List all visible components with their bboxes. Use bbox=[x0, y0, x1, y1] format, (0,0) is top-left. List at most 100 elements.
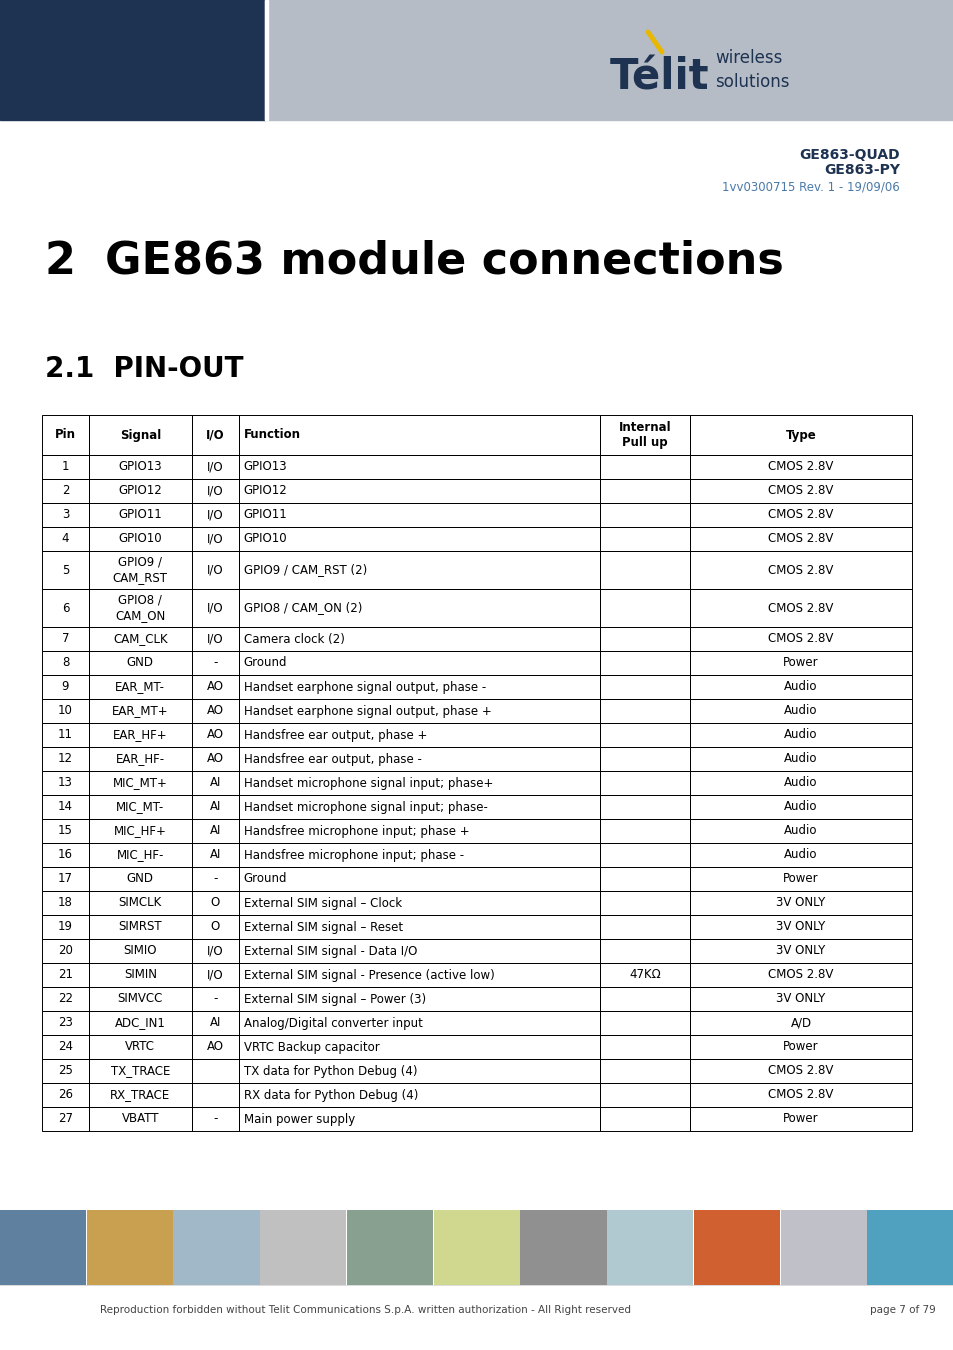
Bar bbox=[599, 771, 689, 795]
Bar bbox=[192, 699, 238, 724]
Text: GPIO12: GPIO12 bbox=[118, 485, 162, 498]
Bar bbox=[42, 915, 89, 940]
Bar bbox=[192, 724, 238, 747]
Bar bbox=[238, 867, 599, 891]
Text: Function: Function bbox=[243, 428, 300, 441]
Text: GPIO13: GPIO13 bbox=[243, 460, 287, 474]
Text: CMOS 2.8V: CMOS 2.8V bbox=[767, 968, 833, 981]
Text: EAR_HF-: EAR_HF- bbox=[115, 752, 165, 765]
Text: 11: 11 bbox=[58, 729, 73, 741]
Text: Main power supply: Main power supply bbox=[243, 1112, 355, 1126]
Text: Audio: Audio bbox=[783, 849, 817, 861]
Bar bbox=[780, 1210, 866, 1285]
Text: Camera clock (2): Camera clock (2) bbox=[243, 633, 344, 645]
Bar bbox=[42, 1083, 89, 1107]
Text: 3V ONLY: 3V ONLY bbox=[776, 896, 825, 910]
Text: CAM_CLK: CAM_CLK bbox=[112, 633, 168, 645]
Text: 10: 10 bbox=[58, 705, 72, 717]
Bar bbox=[606, 1210, 693, 1285]
Text: 7: 7 bbox=[62, 633, 70, 645]
Bar bbox=[89, 1083, 192, 1107]
Bar bbox=[42, 940, 89, 963]
Bar bbox=[689, 589, 911, 626]
Text: Télit: Télit bbox=[609, 57, 709, 99]
Bar bbox=[89, 842, 192, 867]
Text: VRTC: VRTC bbox=[125, 1041, 155, 1053]
Bar bbox=[599, 1107, 689, 1131]
Bar bbox=[87, 1210, 172, 1285]
Bar bbox=[260, 1210, 346, 1285]
Bar bbox=[89, 455, 192, 479]
Bar bbox=[599, 1058, 689, 1083]
Bar bbox=[689, 455, 911, 479]
Bar bbox=[42, 699, 89, 724]
Text: Reproduction forbidden without Telit Communications S.p.A. written authorization: Reproduction forbidden without Telit Com… bbox=[100, 1305, 630, 1315]
Bar bbox=[192, 915, 238, 940]
Text: Analog/Digital converter input: Analog/Digital converter input bbox=[243, 1017, 422, 1030]
Bar bbox=[599, 526, 689, 551]
Bar bbox=[689, 1011, 911, 1035]
Bar bbox=[192, 455, 238, 479]
Text: GPIO8 /
CAM_ON: GPIO8 / CAM_ON bbox=[115, 594, 165, 622]
Bar bbox=[599, 891, 689, 915]
Bar bbox=[238, 819, 599, 842]
Bar bbox=[689, 675, 911, 699]
Bar bbox=[238, 455, 599, 479]
Bar bbox=[89, 1011, 192, 1035]
Bar bbox=[434, 1210, 519, 1285]
Text: CMOS 2.8V: CMOS 2.8V bbox=[767, 509, 833, 521]
Text: 47KΩ: 47KΩ bbox=[628, 968, 660, 981]
Bar bbox=[599, 479, 689, 504]
Text: 3V ONLY: 3V ONLY bbox=[776, 921, 825, 933]
Bar bbox=[173, 1210, 259, 1285]
Text: Audio: Audio bbox=[783, 729, 817, 741]
Text: AI: AI bbox=[210, 825, 220, 837]
Bar bbox=[238, 1011, 599, 1035]
Text: 6: 6 bbox=[62, 602, 70, 614]
Text: 15: 15 bbox=[58, 825, 72, 837]
Text: 12: 12 bbox=[58, 752, 73, 765]
Text: AO: AO bbox=[207, 705, 223, 717]
Bar bbox=[89, 651, 192, 675]
Text: Ground: Ground bbox=[243, 872, 287, 886]
Text: 23: 23 bbox=[58, 1017, 72, 1030]
Text: 3V ONLY: 3V ONLY bbox=[776, 992, 825, 1006]
Text: Audio: Audio bbox=[783, 776, 817, 790]
Text: I/O: I/O bbox=[207, 602, 223, 614]
Bar bbox=[347, 1210, 433, 1285]
Text: 19: 19 bbox=[58, 921, 73, 933]
Bar bbox=[265, 0, 268, 120]
Bar bbox=[42, 504, 89, 526]
Bar bbox=[89, 551, 192, 589]
Text: 18: 18 bbox=[58, 896, 72, 910]
Bar bbox=[192, 589, 238, 626]
Bar bbox=[42, 479, 89, 504]
Bar bbox=[689, 626, 911, 651]
Text: -: - bbox=[213, 992, 217, 1006]
Text: SIMIO: SIMIO bbox=[124, 945, 157, 957]
Text: I/O: I/O bbox=[207, 532, 223, 545]
Bar bbox=[265, 0, 953, 120]
Bar bbox=[42, 626, 89, 651]
Bar bbox=[89, 963, 192, 987]
Bar bbox=[89, 795, 192, 819]
Bar bbox=[238, 747, 599, 771]
Bar bbox=[689, 551, 911, 589]
Bar bbox=[689, 915, 911, 940]
Text: Power: Power bbox=[782, 656, 818, 670]
Text: EAR_HF+: EAR_HF+ bbox=[112, 729, 168, 741]
Text: GE863-QUAD: GE863-QUAD bbox=[799, 148, 899, 162]
Bar bbox=[89, 504, 192, 526]
Text: SIMCLK: SIMCLK bbox=[118, 896, 162, 910]
Text: 4: 4 bbox=[62, 532, 70, 545]
Text: AI: AI bbox=[210, 776, 220, 790]
Text: Audio: Audio bbox=[783, 825, 817, 837]
Bar bbox=[689, 1107, 911, 1131]
Bar bbox=[599, 626, 689, 651]
Text: GPIO9 / CAM_RST (2): GPIO9 / CAM_RST (2) bbox=[243, 563, 367, 576]
Text: Handsfree ear output, phase +: Handsfree ear output, phase + bbox=[243, 729, 427, 741]
Bar bbox=[192, 504, 238, 526]
Text: CMOS 2.8V: CMOS 2.8V bbox=[767, 1065, 833, 1077]
Bar bbox=[599, 795, 689, 819]
Bar bbox=[238, 724, 599, 747]
